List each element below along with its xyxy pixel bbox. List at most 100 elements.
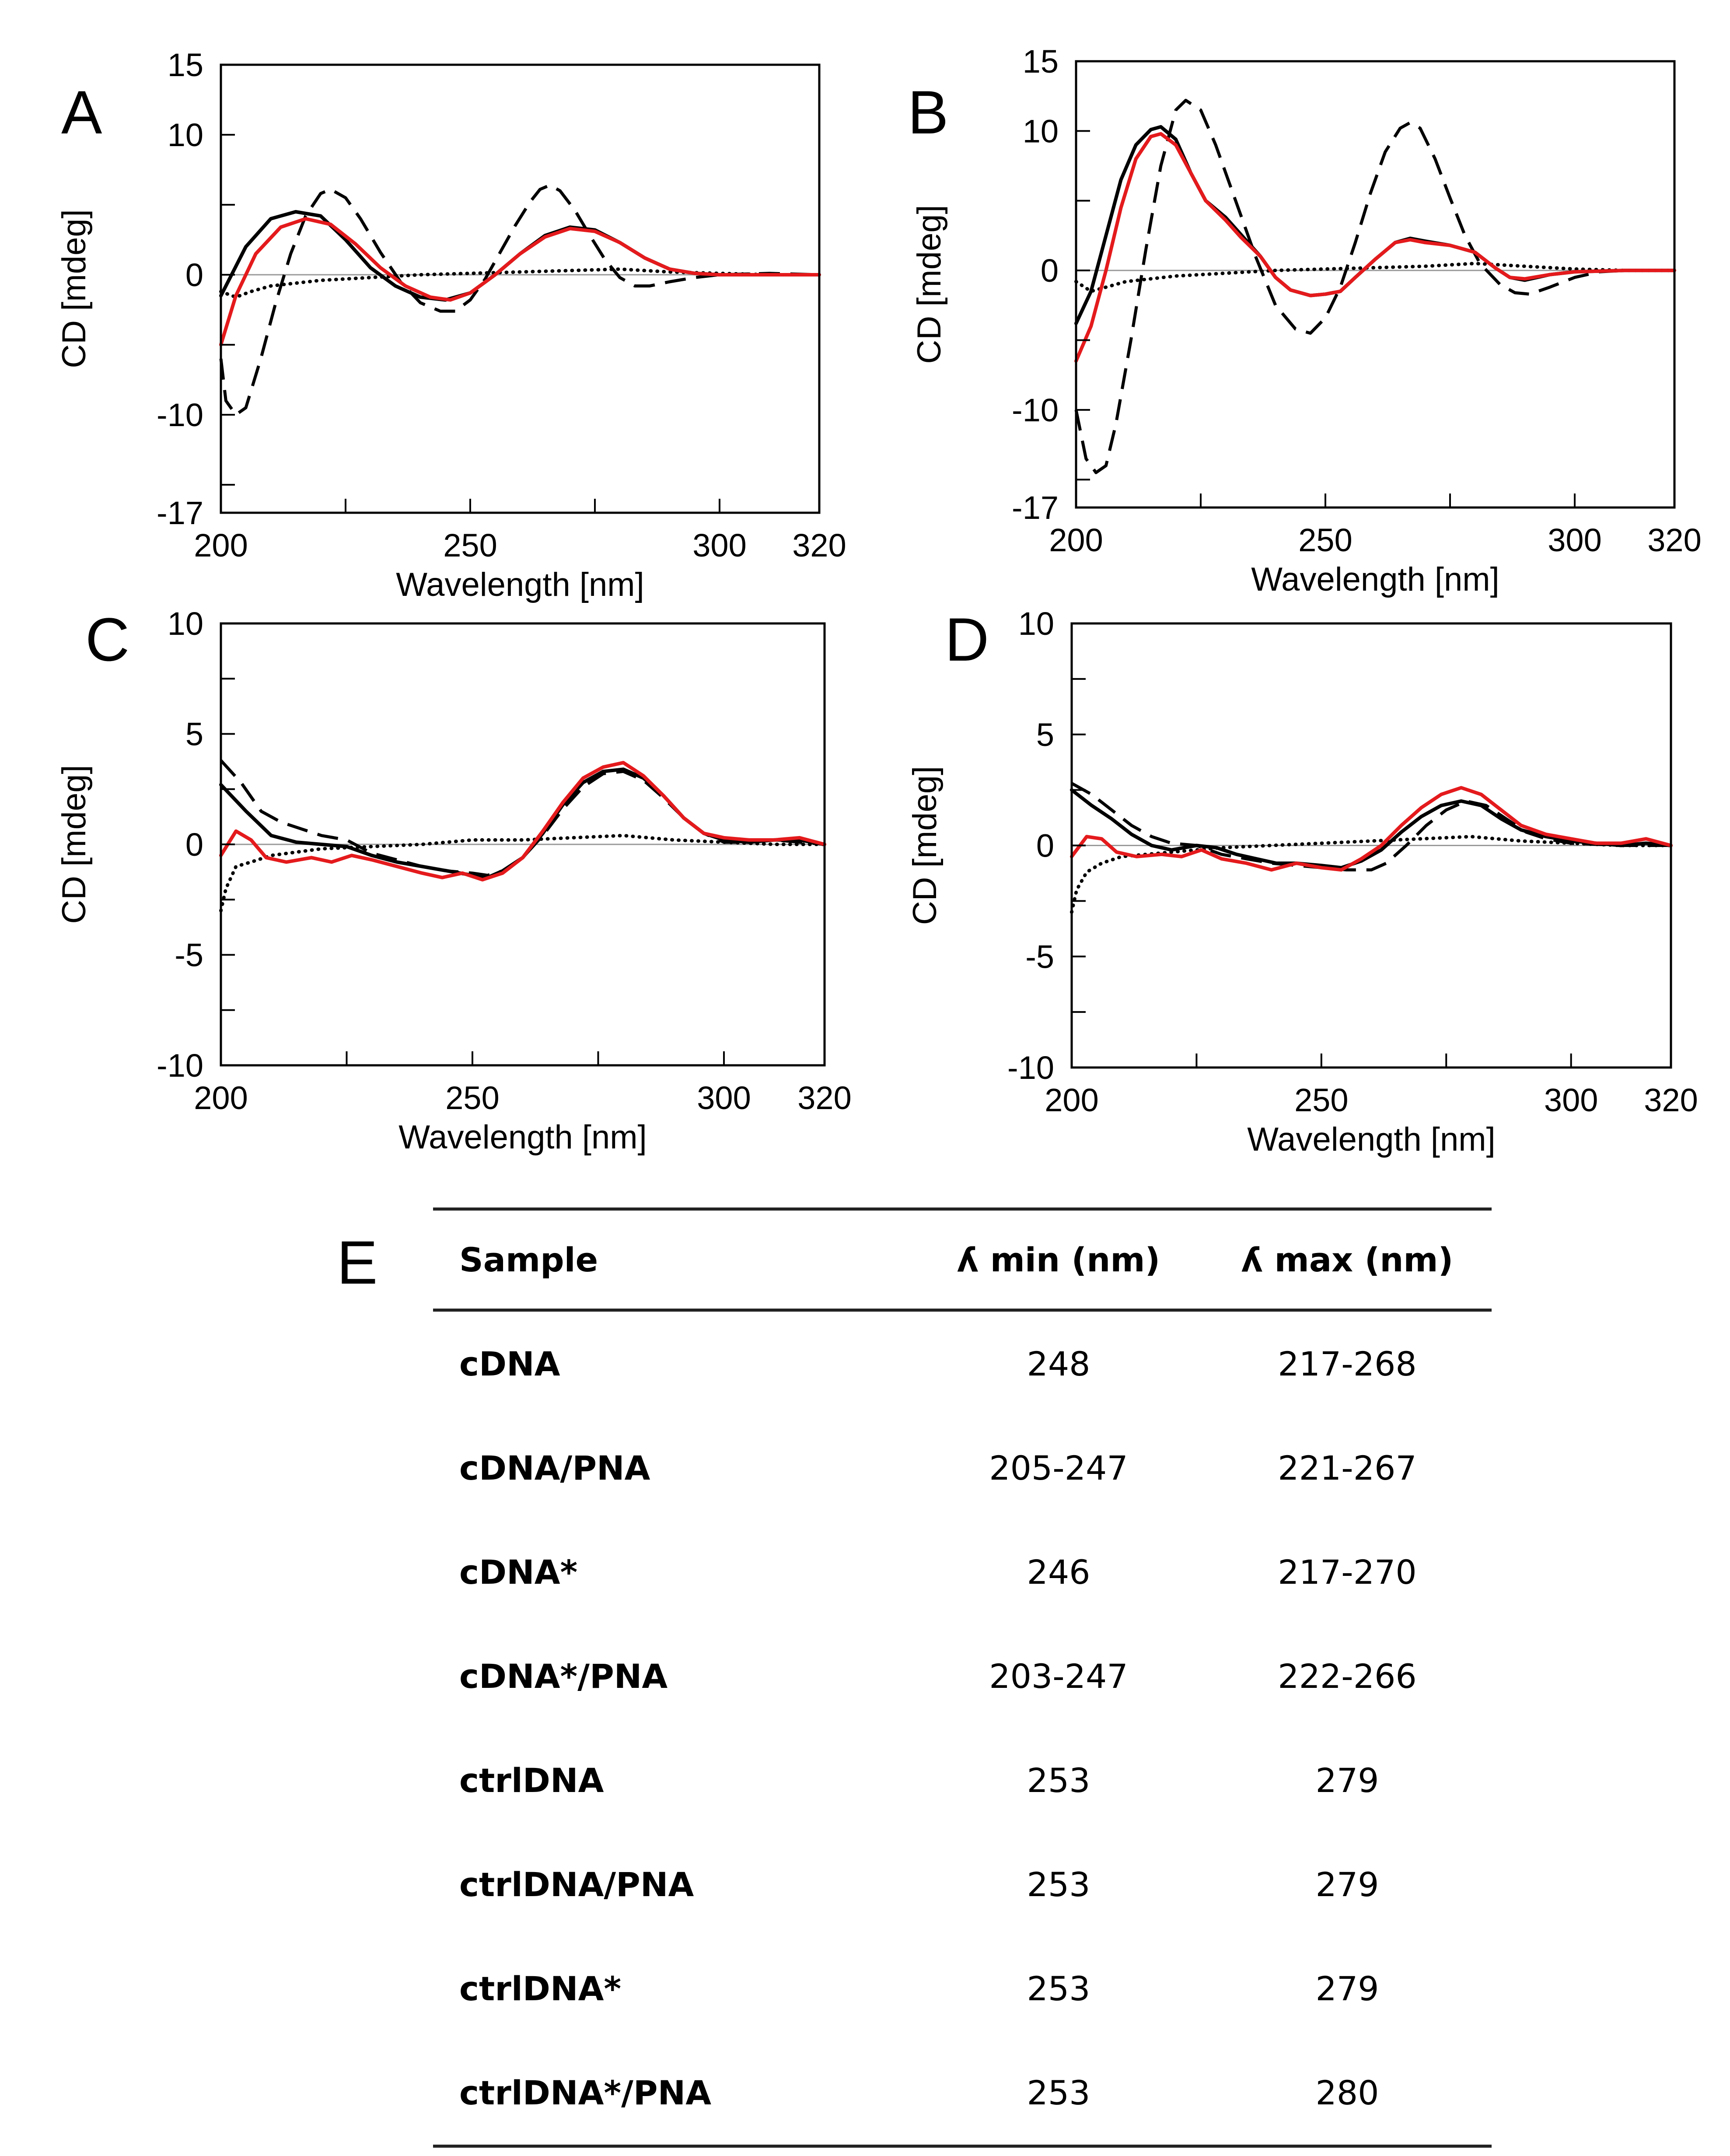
series-line-red <box>1070 786 1673 872</box>
header-sample: Sample <box>459 1240 598 1279</box>
cell-sample: cDNA <box>459 1344 560 1383</box>
x-tick-label: 250 <box>443 527 497 564</box>
chart-panel-d: D 200 250 300 320 -10 -5 0 5 10 Wavelength [nm] CD … <box>906 605 1698 1158</box>
y-tick-label: 15 <box>1023 43 1059 80</box>
y-tick-label: -17 <box>1012 490 1059 526</box>
cell-lambda-max: 217-268 <box>1278 1344 1417 1383</box>
table-row: cDNA*/PNA 203-247 222-266 <box>433 1624 1492 1728</box>
cell-lambda-max: 221-267 <box>1278 1448 1417 1488</box>
peak-table-grid: Sample ʎ min (nm) ʎ max (nm) cDNA 248 21… <box>433 1208 1492 2148</box>
y-tick-label: 10 <box>168 117 203 153</box>
series-line-dotted-black <box>219 833 826 913</box>
table-row: cDNA* 246 217-270 <box>433 1520 1492 1624</box>
cell-lambda-min: 205-247 <box>989 1448 1128 1488</box>
y-tick-label: 10 <box>168 606 203 642</box>
series-line-dashed-black <box>219 183 820 416</box>
table-row: ctrlDNA/PNA 253 279 <box>433 1832 1492 1936</box>
cell-lambda-min: 203-247 <box>989 1656 1128 1696</box>
cell-lambda-max: 279 <box>1315 1865 1379 1904</box>
x-tick-label: 200 <box>194 527 248 564</box>
y-tick-label: -10 <box>1007 1050 1054 1086</box>
panel-label-e: E <box>337 1228 378 1297</box>
cell-sample: ctrlDNA <box>459 1760 604 1800</box>
series-line-dashed-black <box>1071 782 1671 872</box>
table-row: cDNA/PNA 205-247 221-267 <box>433 1416 1492 1520</box>
table-header-row: Sample ʎ min (nm) ʎ max (nm) <box>433 1209 1492 1310</box>
x-tick-label: 300 <box>697 1080 751 1116</box>
y-tick-label: -10 <box>157 1047 203 1084</box>
x-tick-label: 250 <box>1294 1082 1348 1118</box>
y-tick-label: 0 <box>185 257 203 293</box>
panel-label: D <box>945 605 989 674</box>
cell-lambda-min: 253 <box>1027 2073 1090 2112</box>
x-tick-label: 300 <box>1544 1082 1598 1118</box>
y-tick-label: 10 <box>1018 606 1054 642</box>
x-tick-label: 200 <box>1045 1082 1098 1118</box>
cell-lambda-min: 253 <box>1027 1969 1090 2008</box>
x-tick-label: 300 <box>1548 522 1601 558</box>
y-tick-label: -5 <box>1025 938 1054 975</box>
cell-sample: cDNA/PNA <box>459 1448 650 1488</box>
x-tick-label: 250 <box>445 1080 499 1116</box>
header-lambda-max: ʎ max (nm) <box>1241 1240 1454 1279</box>
y-axis-label: CD [mdeg] <box>56 209 93 368</box>
x-tick-label: 320 <box>792 527 846 564</box>
plot-frame <box>1075 60 1676 509</box>
cell-sample: cDNA*/PNA <box>459 1656 668 1696</box>
x-axis-label: Wavelength [nm] <box>396 566 644 603</box>
x-tick-label: 320 <box>1644 1082 1698 1118</box>
cell-sample: cDNA* <box>459 1552 578 1592</box>
x-axis-label: Wavelength [nm] <box>398 1119 647 1156</box>
chart-panel-b: B 200 250 300 320 -17 -10 0 10 15 Wavelength [nm] C… <box>908 43 1702 598</box>
plot-frame <box>220 63 821 514</box>
y-tick-label: -10 <box>1012 392 1059 428</box>
cell-sample: ctrlDNA* <box>459 1969 622 2008</box>
cell-sample: ctrlDNA*/PNA <box>459 2073 712 2112</box>
x-axis-label: Wavelength [nm] <box>1251 561 1499 598</box>
cell-lambda-min: 248 <box>1027 1344 1090 1383</box>
cell-lambda-min: 246 <box>1027 1552 1090 1592</box>
y-tick-label: 0 <box>1036 828 1054 864</box>
series-line-dashed-black <box>1074 98 1674 474</box>
cell-lambda-max: 279 <box>1315 1969 1379 2008</box>
y-axis-label: CD [mdeg] <box>911 205 948 364</box>
cell-lambda-max: 222-266 <box>1278 1656 1417 1696</box>
y-axis-label: CD [mdeg] <box>56 765 93 924</box>
table-row: ctrlDNA 253 279 <box>433 1728 1492 1832</box>
x-axis-label: Wavelength [nm] <box>1247 1121 1495 1158</box>
y-tick-label: 15 <box>168 47 203 83</box>
y-axis-label: CD [mdeg] <box>906 766 944 925</box>
y-tick-label: 0 <box>185 826 203 863</box>
x-tick-label: 200 <box>194 1080 248 1116</box>
x-tick-label: 300 <box>692 527 746 564</box>
chart-panel-a: A 200 250 300 320 -17 -10 0 10 15 Wavelength [nm] C… <box>56 47 846 603</box>
series-line-solid-black <box>219 767 826 879</box>
y-tick-label: 10 <box>1023 113 1059 149</box>
panel-label: A <box>61 78 102 147</box>
chart-panel-c: C 200 250 300 320 -10 -5 0 5 10 Wavelength [nm] CD … <box>56 605 852 1156</box>
table-row: cDNA 248 217-268 <box>433 1310 1492 1416</box>
y-tick-label: -10 <box>157 397 203 433</box>
cell-lambda-max: 217-270 <box>1278 1552 1417 1592</box>
y-tick-label: -5 <box>175 937 203 973</box>
table-row: ctrlDNA*/PNA 253 280 <box>433 2040 1492 2146</box>
y-tick-label: -17 <box>157 495 203 531</box>
x-tick-label: 320 <box>1647 522 1701 558</box>
cell-lambda-min: 253 <box>1027 1865 1090 1904</box>
x-tick-label: 320 <box>797 1080 851 1116</box>
series-line-red <box>1074 132 1676 363</box>
y-tick-label: 0 <box>1041 252 1059 289</box>
series-line-solid-black <box>1074 125 1676 326</box>
y-tick-label: 5 <box>1036 717 1054 753</box>
x-tick-label: 200 <box>1049 522 1103 558</box>
cell-lambda-max: 279 <box>1315 1760 1379 1800</box>
cell-lambda-max: 280 <box>1315 2073 1379 2112</box>
header-lambda-min: ʎ min (nm) <box>957 1240 1160 1279</box>
table-row: ctrlDNA* 253 279 <box>433 1936 1492 2040</box>
series-line-solid-black <box>1070 788 1673 870</box>
panel-label: B <box>908 78 948 147</box>
panel-label: C <box>85 605 129 674</box>
cell-lambda-min: 253 <box>1027 1760 1090 1800</box>
series-line-dotted-black <box>1070 835 1673 914</box>
series-line-red <box>219 761 826 882</box>
